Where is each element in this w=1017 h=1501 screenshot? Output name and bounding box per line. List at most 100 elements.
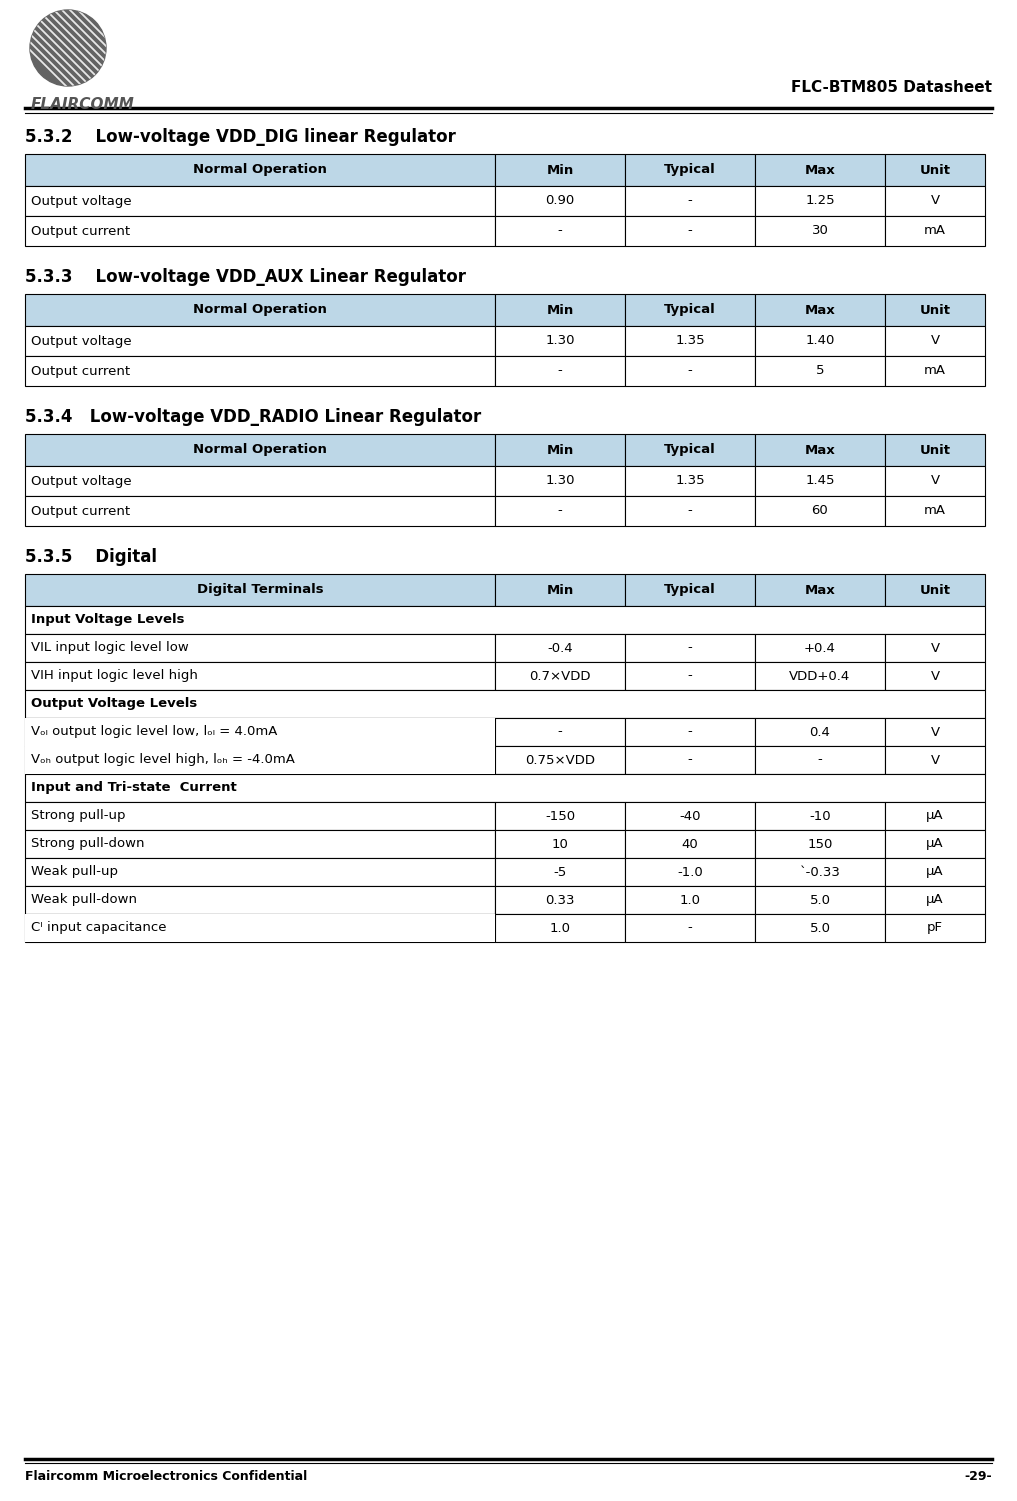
- Text: VIL input logic level low: VIL input logic level low: [31, 641, 189, 654]
- Bar: [25, 775, 985, 802]
- Bar: [755, 802, 885, 830]
- Bar: [885, 155, 985, 186]
- Bar: [885, 662, 985, 690]
- Text: Max: Max: [804, 443, 835, 456]
- Bar: [625, 465, 755, 495]
- Bar: [755, 859, 885, 886]
- Text: -: -: [557, 725, 562, 738]
- Bar: [885, 717, 985, 746]
- Text: V: V: [931, 335, 940, 348]
- Text: -: -: [687, 504, 693, 518]
- Bar: [25, 690, 985, 717]
- Text: -: -: [687, 641, 693, 654]
- Bar: [755, 746, 885, 775]
- Text: -: -: [557, 365, 562, 377]
- Text: Vₒₕ output logic level high, lₒₕ = -4.0mA: Vₒₕ output logic level high, lₒₕ = -4.0m…: [31, 754, 295, 767]
- Bar: [495, 216, 625, 246]
- Text: 40: 40: [681, 838, 699, 851]
- Text: 1.0: 1.0: [549, 922, 571, 935]
- Bar: [885, 886, 985, 914]
- Text: 1.30: 1.30: [545, 474, 575, 488]
- Bar: [25, 186, 495, 216]
- Bar: [755, 155, 885, 186]
- Text: FLAIRCOMM: FLAIRCOMM: [31, 98, 134, 113]
- Bar: [755, 633, 885, 662]
- Bar: [625, 633, 755, 662]
- Bar: [25, 294, 495, 326]
- Text: μA: μA: [926, 838, 944, 851]
- Text: CI input capacitance: CI input capacitance: [31, 922, 168, 935]
- Text: V: V: [931, 754, 940, 767]
- Text: Input Voltage Levels: Input Voltage Levels: [31, 614, 184, 626]
- Bar: [755, 216, 885, 246]
- Text: `-0.33: `-0.33: [799, 866, 840, 878]
- Bar: [885, 495, 985, 525]
- Bar: [755, 356, 885, 386]
- Text: -: -: [687, 225, 693, 237]
- Text: Typical: Typical: [664, 164, 716, 177]
- Bar: [495, 830, 625, 859]
- Text: V: V: [931, 725, 940, 738]
- Bar: [25, 356, 495, 386]
- Text: Min: Min: [546, 443, 574, 456]
- Bar: [625, 434, 755, 465]
- Bar: [495, 633, 625, 662]
- Text: Typical: Typical: [664, 303, 716, 317]
- Text: Output voltage: Output voltage: [31, 474, 131, 488]
- Bar: [25, 886, 495, 914]
- Text: -: -: [818, 754, 823, 767]
- Text: 60: 60: [812, 504, 829, 518]
- Text: -: -: [687, 365, 693, 377]
- Bar: [625, 495, 755, 525]
- Bar: [625, 356, 755, 386]
- Text: Weak pull-down: Weak pull-down: [31, 893, 137, 907]
- Bar: [495, 356, 625, 386]
- Text: Max: Max: [804, 303, 835, 317]
- Bar: [625, 802, 755, 830]
- Text: -40: -40: [679, 809, 701, 823]
- Bar: [625, 662, 755, 690]
- Bar: [625, 717, 755, 746]
- Bar: [625, 830, 755, 859]
- Text: -150: -150: [545, 809, 575, 823]
- Bar: [495, 859, 625, 886]
- Text: -0.4: -0.4: [547, 641, 573, 654]
- Text: -: -: [687, 725, 693, 738]
- Text: -: -: [557, 225, 562, 237]
- Bar: [755, 294, 885, 326]
- Bar: [25, 802, 495, 830]
- Text: Max: Max: [804, 164, 835, 177]
- Bar: [25, 914, 495, 943]
- Bar: [755, 495, 885, 525]
- Text: 5.3.5    Digital: 5.3.5 Digital: [25, 548, 157, 566]
- Bar: [885, 326, 985, 356]
- Bar: [625, 886, 755, 914]
- Bar: [495, 495, 625, 525]
- Text: Typical: Typical: [664, 584, 716, 596]
- Text: μA: μA: [926, 893, 944, 907]
- Bar: [25, 662, 495, 690]
- Bar: [495, 746, 625, 775]
- Text: 0.33: 0.33: [545, 893, 575, 907]
- Text: -5: -5: [553, 866, 566, 878]
- Bar: [625, 573, 755, 606]
- Text: mA: mA: [924, 504, 946, 518]
- Text: 1.35: 1.35: [675, 474, 705, 488]
- Bar: [495, 155, 625, 186]
- Text: 10: 10: [551, 838, 569, 851]
- Bar: [25, 717, 495, 746]
- Bar: [755, 886, 885, 914]
- Bar: [625, 186, 755, 216]
- Text: Output current: Output current: [31, 365, 130, 377]
- Bar: [25, 155, 495, 186]
- Text: 0.7×VDD: 0.7×VDD: [529, 669, 591, 683]
- Text: 5.3.4   Low-voltage VDD_RADIO Linear Regulator: 5.3.4 Low-voltage VDD_RADIO Linear Regul…: [25, 408, 481, 426]
- Text: Output current: Output current: [31, 225, 130, 237]
- Text: 150: 150: [807, 838, 833, 851]
- Bar: [885, 465, 985, 495]
- Bar: [885, 186, 985, 216]
- Text: Max: Max: [804, 584, 835, 596]
- Bar: [885, 356, 985, 386]
- Text: V: V: [931, 641, 940, 654]
- Bar: [755, 465, 885, 495]
